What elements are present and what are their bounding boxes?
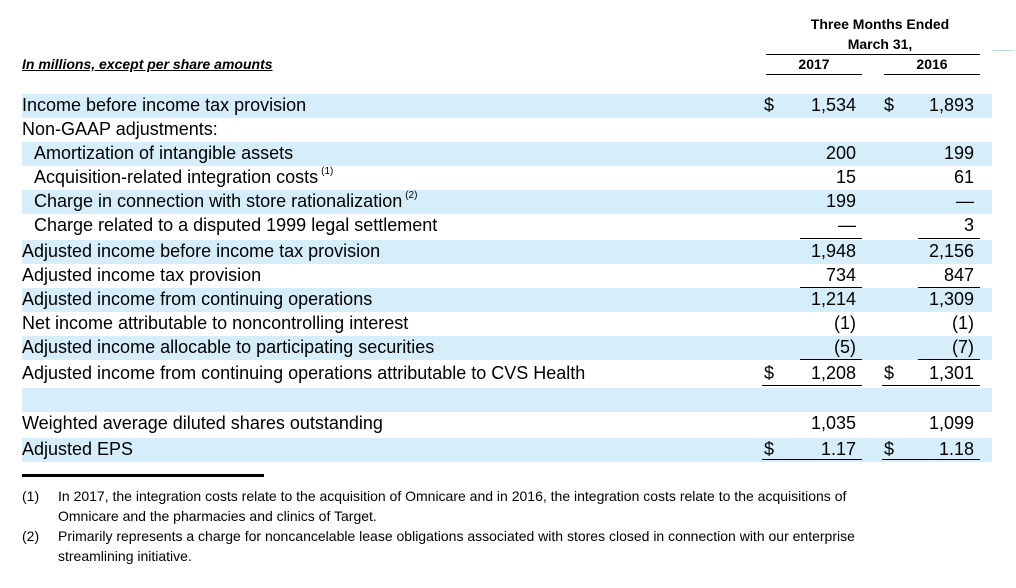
period-header-line2: March 31, bbox=[847, 36, 913, 52]
table-row: Weighted average diluted shares outstand… bbox=[22, 412, 992, 436]
footnote-ref: (1) bbox=[321, 166, 334, 177]
column-2017-rule bbox=[766, 74, 862, 75]
value-2016: 1,099 bbox=[928, 413, 974, 433]
subtotal-rule-2017 bbox=[800, 359, 862, 360]
dollar-sign: $ bbox=[884, 95, 895, 115]
table-row: Income before income tax provision $ 1,5… bbox=[22, 94, 992, 118]
subtotal-rule-2016 bbox=[918, 359, 980, 360]
value-2017: — bbox=[838, 215, 856, 235]
row-label: Amortization of intangible assets bbox=[34, 143, 294, 163]
subtotal-rule-2016 bbox=[918, 238, 980, 239]
row-label: Acquisition-related integration costs (1) bbox=[34, 166, 334, 188]
dollar-sign: $ bbox=[764, 439, 775, 459]
table-row: Adjusted income from continuing operatio… bbox=[22, 288, 992, 312]
row-label-text: Charge in connection with store rational… bbox=[34, 191, 403, 211]
value-2017: 200 bbox=[825, 143, 856, 163]
units-label: In millions, except per share amounts bbox=[22, 56, 273, 72]
value-2016: 1,301 bbox=[928, 363, 974, 383]
column-2016-rule bbox=[884, 74, 980, 75]
footnote-text: In 2017, the integration costs relate to… bbox=[58, 488, 847, 504]
value-2017: 199 bbox=[825, 191, 856, 211]
scroll-edge-mark bbox=[992, 50, 1014, 51]
dollar-sign: $ bbox=[884, 363, 895, 383]
subtotal-rule-2016 bbox=[918, 287, 980, 288]
table-row: Adjusted EPS $ 1.17 $ 1.18 bbox=[22, 438, 992, 462]
table-row: Amortization of intangible assets 200 19… bbox=[22, 142, 992, 166]
value-2016: 61 bbox=[953, 167, 974, 187]
table-row: Adjusted income from continuing operatio… bbox=[22, 362, 992, 386]
row-label: Adjusted income from continuing operatio… bbox=[22, 363, 586, 383]
value-2017: 1,948 bbox=[810, 241, 856, 261]
subtotal-rule-2017 bbox=[800, 238, 862, 239]
value-2016: — bbox=[956, 191, 974, 211]
row-label: Adjusted income allocable to participati… bbox=[22, 337, 435, 357]
row-label-text: Acquisition-related integration costs bbox=[34, 167, 319, 187]
row-label: Charge in connection with store rational… bbox=[34, 190, 418, 212]
row-label: Weighted average diluted shares outstand… bbox=[22, 413, 383, 433]
row-label: Adjusted income tax provision bbox=[22, 265, 262, 285]
table-row: Adjusted income allocable to participati… bbox=[22, 336, 992, 360]
footnote-text: Omnicare and the pharmacies and clinics … bbox=[58, 508, 377, 524]
value-2016: 3 bbox=[963, 215, 974, 235]
total-rule-2016 bbox=[882, 385, 980, 386]
total-rule-2017 bbox=[762, 385, 862, 386]
table-row: Net income attributable to noncontrollin… bbox=[22, 312, 992, 336]
value-2017: 1,214 bbox=[810, 289, 856, 309]
dollar-sign: $ bbox=[764, 95, 775, 115]
table-row: Acquisition-related integration costs (1)… bbox=[22, 166, 992, 190]
value-2016: 2,156 bbox=[928, 241, 974, 261]
table-row: Adjusted income before income tax provis… bbox=[22, 240, 992, 264]
table-row: Adjusted income tax provision 734 847 bbox=[22, 264, 992, 288]
subtotal-rule-2017 bbox=[800, 287, 862, 288]
footnote-text: streamlining initiative. bbox=[58, 548, 192, 564]
value-2017: 1,208 bbox=[810, 363, 856, 383]
value-2016: (7) bbox=[952, 337, 974, 357]
row-label: Charge related to a disputed 1999 legal … bbox=[34, 215, 438, 235]
eps-rule-2016 bbox=[882, 459, 980, 460]
period-header-line1: Three Months Ended bbox=[810, 16, 950, 32]
value-2017: 1,534 bbox=[810, 95, 856, 115]
value-2017: 15 bbox=[835, 167, 856, 187]
dollar-sign: $ bbox=[884, 439, 895, 459]
row-label: Adjusted income from continuing operatio… bbox=[22, 289, 373, 309]
footnote-text: Primarily represents a charge for noncan… bbox=[58, 528, 855, 544]
footnote-number: (2) bbox=[22, 528, 40, 544]
row-label: Income before income tax provision bbox=[22, 95, 307, 115]
row-label: Net income attributable to noncontrollin… bbox=[22, 313, 409, 333]
footnote-number: (1) bbox=[22, 488, 40, 504]
value-2017: 734 bbox=[825, 265, 856, 285]
value-2016: 847 bbox=[943, 265, 974, 285]
column-header-2017: 2017 bbox=[798, 56, 830, 72]
row-label: Adjusted income before income tax provis… bbox=[22, 241, 381, 261]
footnote-ref: (2) bbox=[405, 190, 418, 201]
value-2017: 1,035 bbox=[810, 413, 856, 433]
value-2016: 1,893 bbox=[928, 95, 974, 115]
table-row: Charge in connection with store rational… bbox=[22, 190, 992, 214]
value-2017: (1) bbox=[834, 313, 856, 333]
dollar-sign: $ bbox=[764, 363, 775, 383]
table-row: Non-GAAP adjustments: bbox=[22, 118, 992, 142]
period-header-rule bbox=[766, 54, 980, 55]
table-row: Charge related to a disputed 1999 legal … bbox=[22, 214, 992, 238]
column-header-2016: 2016 bbox=[916, 56, 948, 72]
value-2016: 199 bbox=[943, 143, 974, 163]
value-2017: (5) bbox=[834, 337, 856, 357]
value-2016: 1,309 bbox=[928, 289, 974, 309]
table-row-spacer bbox=[22, 388, 992, 412]
row-label: Adjusted EPS bbox=[22, 439, 134, 459]
value-2016: (1) bbox=[952, 313, 974, 333]
value-2016: 1.18 bbox=[938, 439, 974, 459]
footnote-separator bbox=[22, 474, 264, 477]
row-label: Non-GAAP adjustments: bbox=[22, 119, 218, 139]
value-2017: 1.17 bbox=[820, 439, 856, 459]
eps-rule-2017 bbox=[762, 459, 862, 460]
